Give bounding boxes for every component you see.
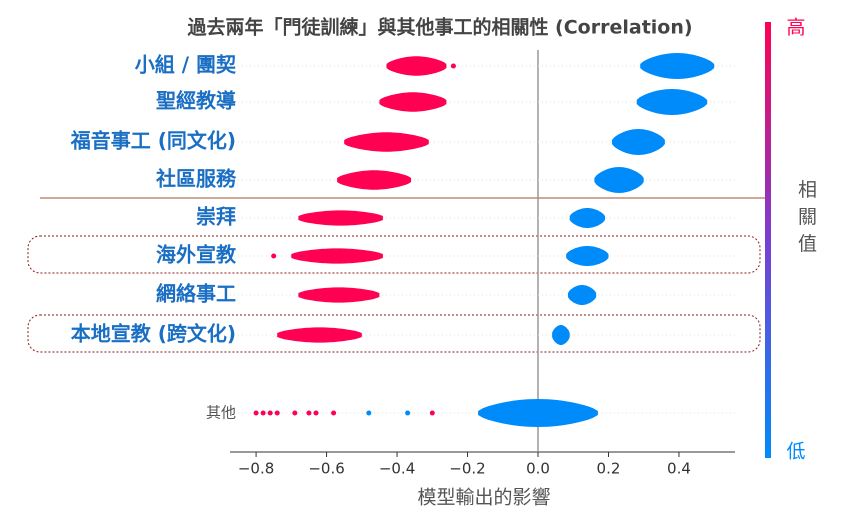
point: [274, 410, 280, 416]
x-tick-label: 0.2: [597, 460, 621, 478]
point: [429, 410, 435, 416]
feature-label: 福音事工 (同文化): [70, 129, 236, 153]
x-tick-label: −0.4: [379, 460, 415, 478]
chart-title: 過去兩年「門徒訓練」與其他事工的相關性 (Correlation): [187, 16, 692, 39]
x-tick-label: −0.2: [449, 460, 485, 478]
swarm: [594, 167, 644, 193]
feature-label: 海外宣教: [156, 243, 237, 267]
point: [292, 410, 298, 416]
x-tick-label: −0.8: [238, 460, 274, 478]
swarm: [337, 170, 412, 190]
feature-label: 聖經教導: [156, 89, 236, 113]
feature-label: 本地宣教 (跨文化): [71, 322, 236, 346]
colorbar: [765, 22, 771, 458]
colorbar-label: 相關值: [795, 179, 817, 260]
swarm: [568, 285, 597, 305]
swarm: [569, 208, 605, 228]
x-tick-label: 0.0: [526, 460, 550, 478]
x-tick-label: 0.4: [667, 460, 691, 478]
point: [253, 410, 259, 416]
point: [450, 63, 456, 69]
swarm: [386, 56, 447, 76]
swarm: [612, 129, 665, 155]
point: [366, 410, 372, 416]
feature-label: 崇拜: [196, 205, 236, 229]
point: [306, 410, 312, 416]
point: [271, 253, 277, 259]
swarm: [379, 92, 447, 112]
swarm: [277, 327, 362, 343]
point: [313, 410, 319, 416]
highlight-box: [27, 235, 761, 274]
feature-label: 社區服務: [155, 167, 237, 191]
swarm: [566, 246, 609, 266]
highlight-box: [27, 314, 761, 353]
swarm: [552, 325, 570, 345]
point: [331, 410, 337, 416]
point: [267, 410, 273, 416]
feature-label: 網絡事工: [156, 282, 236, 306]
swarm: [344, 132, 429, 152]
swarm: [478, 399, 598, 427]
feature-label: 其他: [206, 404, 236, 422]
x-tick-label: −0.6: [308, 460, 344, 478]
swarm: [298, 287, 380, 303]
swarm: [636, 89, 708, 115]
feature-label: 小組 / 團契: [135, 53, 237, 77]
x-axis-label: 模型輸出的影響: [417, 487, 550, 509]
colorbar-low: 低: [786, 441, 805, 463]
point: [260, 410, 266, 416]
swarm: [291, 248, 383, 264]
point: [405, 410, 411, 416]
swarm: [640, 53, 715, 79]
swarm: [298, 210, 383, 226]
colorbar-high: 高: [786, 17, 805, 39]
